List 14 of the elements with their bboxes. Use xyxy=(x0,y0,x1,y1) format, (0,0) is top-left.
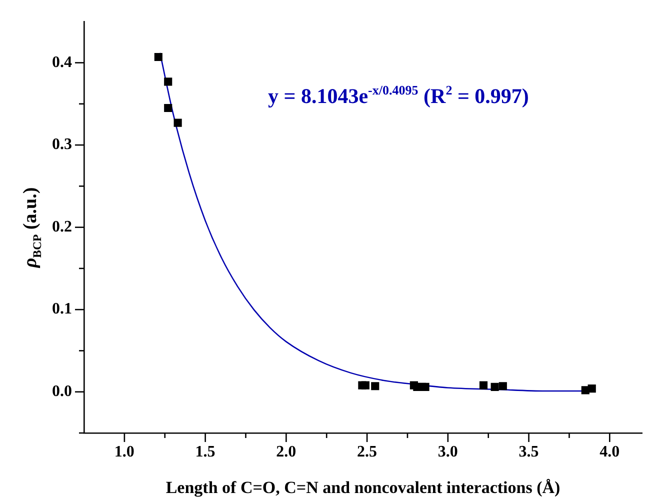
x-tick-label: 3.5 xyxy=(518,444,539,461)
y-tick-label: 0.1 xyxy=(52,300,72,318)
y-tick-label: 0.2 xyxy=(52,218,72,236)
y-tick-label: 0.4 xyxy=(52,54,72,71)
x-tick-label: 3.0 xyxy=(438,444,458,461)
x-axis-title: Length of C=O, C=N and noncovalent interactions (Å) xyxy=(166,478,560,498)
y-tick-label: 0.0 xyxy=(52,383,72,400)
x-tick-label: 1.5 xyxy=(195,444,216,461)
y-tick-label: 0.3 xyxy=(52,136,72,154)
x-tick-label: 4.0 xyxy=(600,444,620,461)
x-tick-label: 2.0 xyxy=(276,444,296,461)
y-axis-title: ρBCP (a.u.) xyxy=(20,187,44,269)
x-tick-label: 2.5 xyxy=(357,444,378,461)
x-tick-label: 1.0 xyxy=(114,444,134,461)
